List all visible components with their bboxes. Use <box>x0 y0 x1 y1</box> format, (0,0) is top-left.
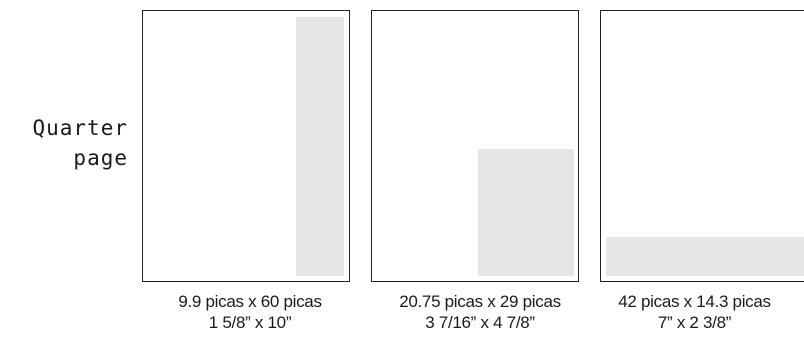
caption-picas: 42 picas x 14.3 picas <box>618 292 771 311</box>
section-title-line-2: page <box>73 146 128 170</box>
ad-area-horizontal <box>606 237 804 276</box>
section-title: Quarter page <box>0 113 128 173</box>
caption-horizontal: 42 picas x 14.3 picas 7” x 2 3/8” <box>585 291 804 333</box>
caption-inches: 7” x 2 3/8” <box>657 313 732 332</box>
caption-block: 20.75 picas x 29 picas 3 7/16” x 4 7/8” <box>365 291 595 333</box>
caption-inches: 3 7/16” x 4 7/8” <box>425 313 535 332</box>
ad-area-block <box>478 149 574 276</box>
caption-vertical: 9.9 picas x 60 picas 1 5/8” x 10” <box>135 291 365 333</box>
section-title-line-1: Quarter <box>32 116 128 140</box>
caption-picas: 9.9 picas x 60 picas <box>178 292 322 311</box>
page-thumbnail-horizontal <box>600 10 804 282</box>
page-thumbnail-block <box>371 10 579 282</box>
caption-inches: 1 5/8” x 10” <box>208 313 292 332</box>
page-thumbnail-vertical <box>142 10 350 282</box>
caption-picas: 20.75 picas x 29 picas <box>399 292 561 311</box>
ad-area-vertical <box>296 17 344 276</box>
